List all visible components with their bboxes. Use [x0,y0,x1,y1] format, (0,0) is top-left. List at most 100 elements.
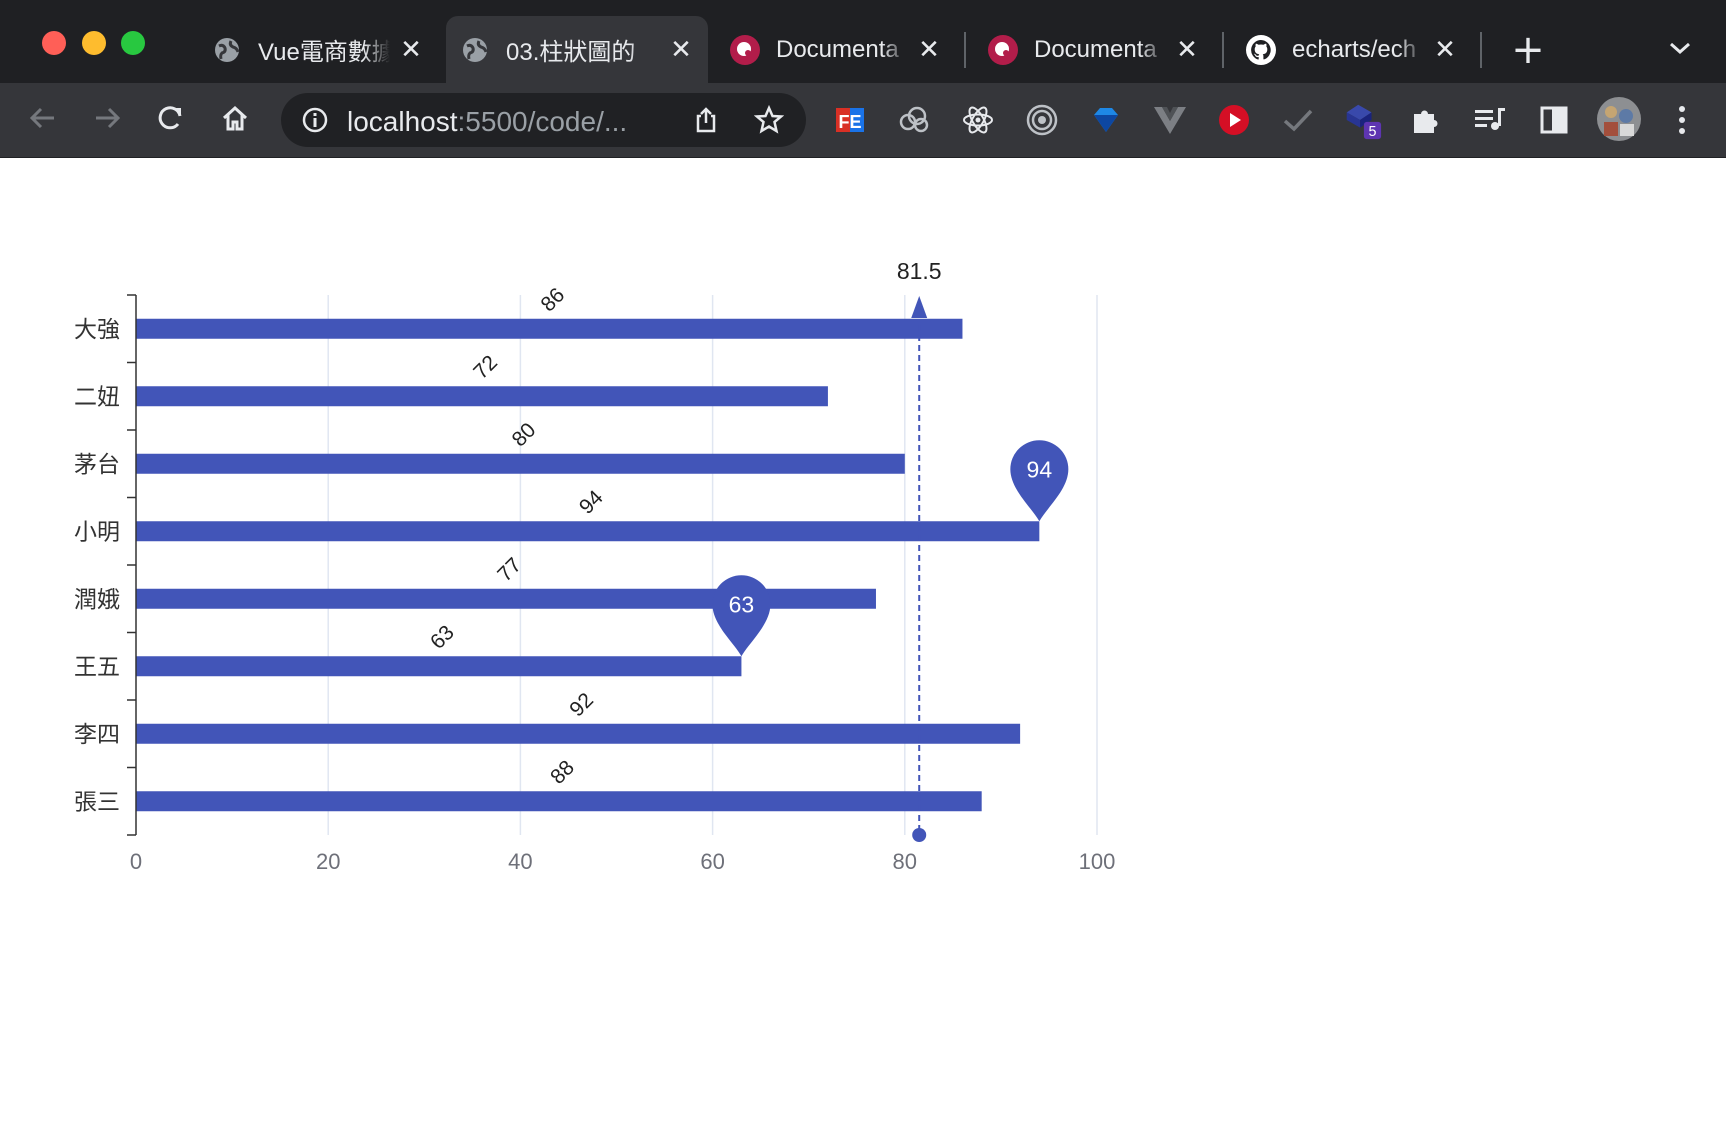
bar [136,723,1021,744]
bar-value-label: 88 [546,756,579,789]
y-category-label: 茅台 [74,451,120,477]
bar-value-label: 92 [565,689,598,722]
address-bar[interactable]: localhost:5500/code/... [281,93,806,147]
browser-toolbar: localhost:5500/code/... FE 5 [0,83,1726,158]
browser-menu-button[interactable] [1661,99,1703,141]
chevron-down-icon [1668,40,1692,60]
cloud-extension-icon[interactable] [893,99,935,141]
check-extension-icon[interactable] [1277,99,1319,141]
bar [136,791,982,812]
side-panel-icon[interactable] [1533,99,1575,141]
target-extension-icon[interactable] [1021,99,1063,141]
arrow-right-icon [92,103,122,137]
close-tab-icon[interactable]: ✕ [918,34,940,64]
tab-title: 03.柱狀圖的 [506,39,636,66]
forward-button[interactable] [84,97,130,143]
average-line-start-point [912,828,927,842]
mark-point-label: 94 [1027,456,1053,482]
close-tab-icon[interactable]: ✕ [1434,34,1456,64]
close-tab-icon[interactable]: ✕ [400,34,422,64]
average-line-arrow [911,296,928,318]
x-tick-label: 100 [1079,849,1116,874]
tab-documentation-1[interactable]: Documenta ✕ [716,16,956,83]
close-window-button[interactable] [42,31,66,55]
fe-helper-icon[interactable]: FE [829,99,871,141]
puzzle-extensions-icon[interactable] [1405,99,1447,141]
bar [136,453,905,474]
mark-point-pin [1010,440,1069,522]
bars [136,318,1040,812]
tab-title: Documenta [1034,35,1157,63]
tab-search-button[interactable] [1662,28,1698,72]
url-path: :5500/code/... [457,106,628,137]
tab-vue-dashboard[interactable]: Vue電商數據 ✕ [198,16,438,83]
mark-point-label: 63 [729,591,755,617]
bar-value-label: 80 [508,419,541,452]
bar-value-label: 94 [575,486,608,519]
y-category-label: 張三 [74,788,120,814]
y-category-label: 王五 [74,653,120,679]
bar-value-label: 63 [426,621,459,654]
x-tick-label: 80 [893,849,917,874]
tab-title: Documenta [776,35,899,63]
diamond-extension-icon[interactable] [1085,99,1127,141]
mark-points: 94 63 [712,440,1069,657]
profile-avatar[interactable] [1596,96,1642,142]
reload-icon [156,103,186,137]
minimize-window-button[interactable] [82,31,106,55]
bar-value-label: 72 [469,351,502,384]
y-category-label: 大強 [74,316,120,342]
back-button[interactable] [20,97,66,143]
react-devtools-icon[interactable] [957,99,999,141]
globe-icon [460,35,490,65]
share-icon[interactable] [691,105,721,139]
bar [136,318,963,339]
new-tab-button[interactable]: + [1511,27,1545,73]
y-category-label: 李四 [74,721,120,747]
y-category-label: 潤娥 [74,586,120,612]
browser-title-bar: Vue電商數據 ✕ 03.柱狀圖的 ✕ Documenta ✕ Document… [0,0,1726,83]
vue-devtools-icon[interactable] [1149,99,1191,141]
home-button[interactable] [212,97,258,143]
play-extension-icon[interactable] [1213,99,1255,141]
y-category-label: 二妞 [74,383,120,409]
url-text: localhost:5500/code/... [347,106,627,138]
mark-point-pin [712,575,771,657]
stack-extension-icon[interactable]: 5 [1341,99,1383,141]
media-control-icon[interactable] [1469,99,1511,141]
info-icon[interactable] [301,106,329,138]
reload-button[interactable] [148,97,194,143]
x-tick-label: 20 [316,849,340,874]
maximize-window-button[interactable] [121,31,145,55]
tab-separator [1480,32,1482,68]
app-icon [988,34,1018,65]
bar [136,521,1040,542]
tab-github-echarts[interactable]: echarts/ech ✕ [1232,16,1472,83]
grid-lines [327,295,1098,835]
bar [136,588,876,609]
tab-bar-chart-demo[interactable]: 03.柱狀圖的 ✕ [446,16,708,83]
tab-title: echarts/ech [1292,35,1417,63]
average-line-label: 81.5 [897,258,942,284]
close-tab-icon[interactable]: ✕ [670,34,692,64]
close-tab-icon[interactable]: ✕ [1176,34,1198,64]
tab-separator [964,32,966,68]
svg-text:FE: FE [838,112,861,132]
bar [136,656,742,677]
average-mark-line: 81.5 [897,258,942,842]
app-icon [730,34,760,65]
bar [136,386,828,407]
axes: 0 20 40 60 80 100 張三 李四 王五 潤娥 小明 茅台 二妞 大強 [74,294,1116,874]
x-tick-label: 60 [700,849,724,874]
bar-value-label: 86 [537,284,570,317]
home-icon [220,103,250,137]
tab-documentation-2[interactable]: Documenta ✕ [974,16,1214,83]
x-tick-label: 40 [508,849,532,874]
extension-badge: 5 [1369,124,1377,140]
github-icon [1246,34,1276,65]
y-category-label: 小明 [74,518,120,544]
tab-title: Vue電商數據 [258,39,390,66]
bookmark-star-icon[interactable] [753,104,785,139]
arrow-left-icon [28,103,58,137]
